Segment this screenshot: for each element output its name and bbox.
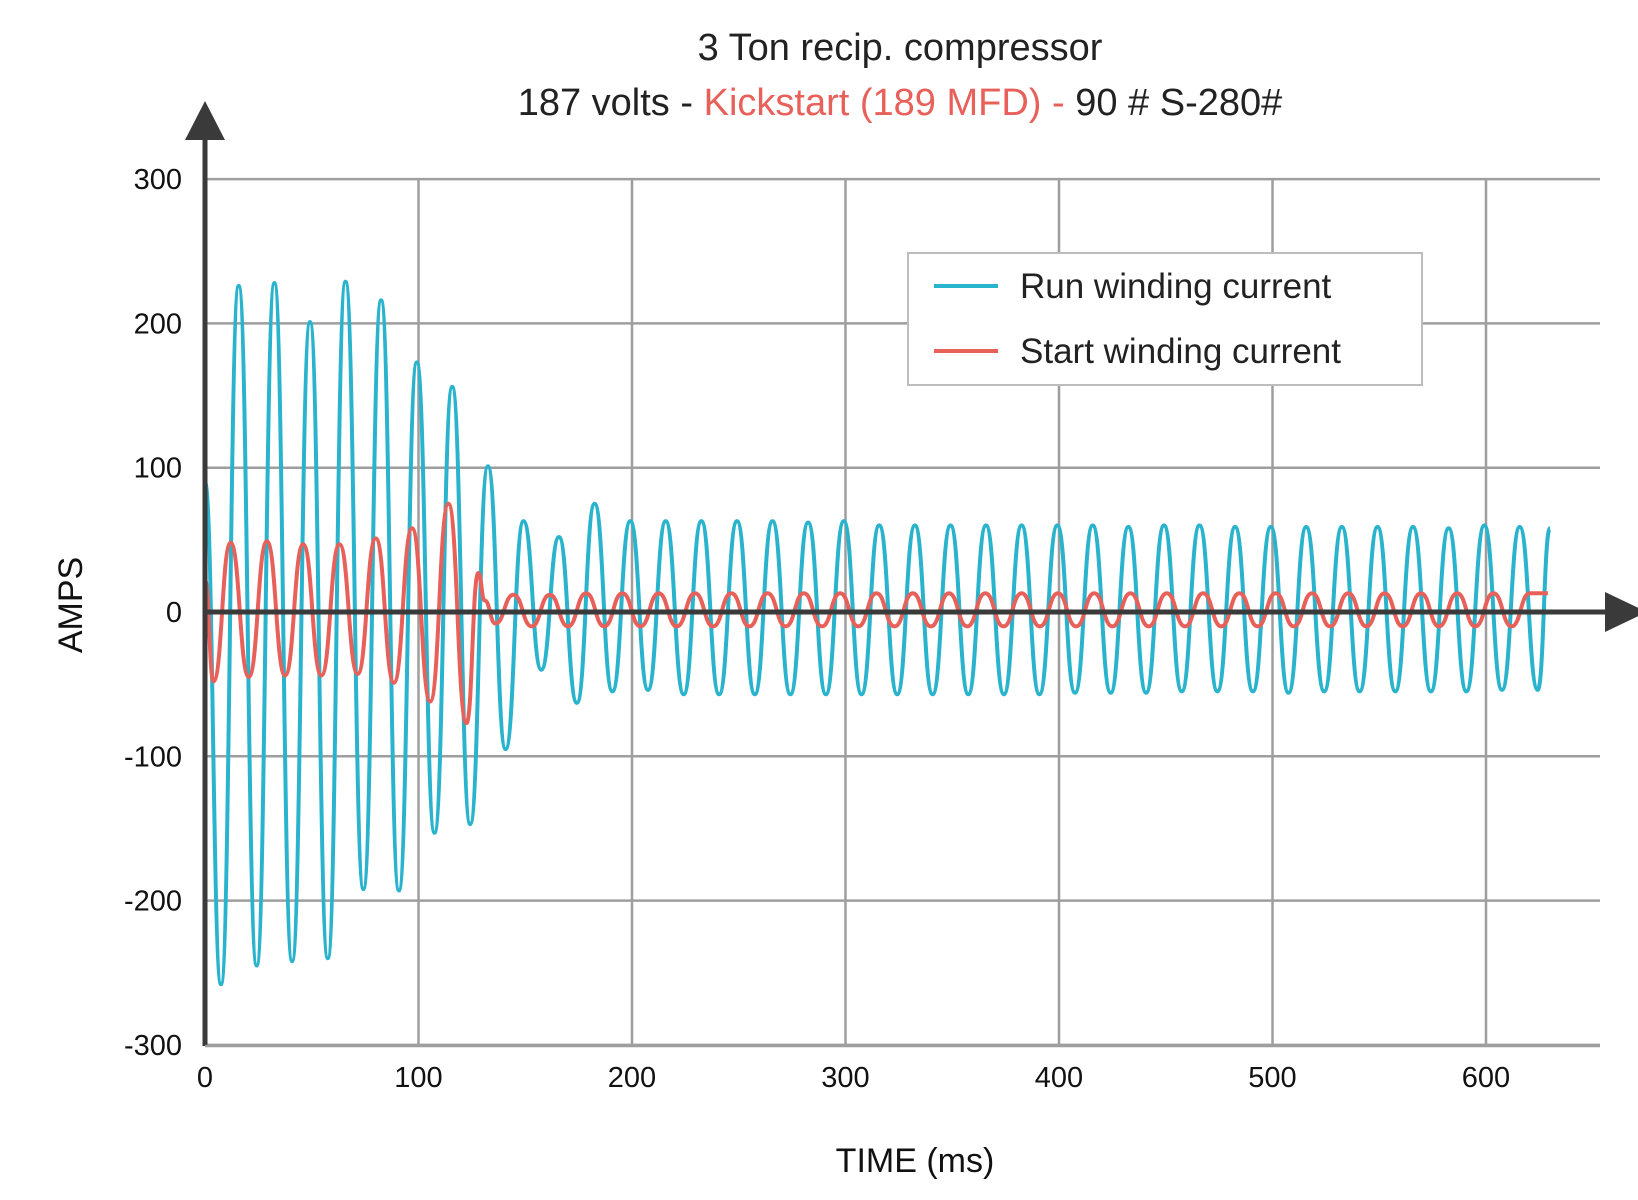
x-tick-label: 200 [608, 1062, 656, 1094]
chart-subtitle: 187 volts - Kickstart (189 MFD) - 90 # S… [518, 82, 1283, 124]
x-tick-label: 600 [1462, 1062, 1510, 1094]
legend: Run winding current Start winding curren… [907, 252, 1423, 386]
x-tick-label: 100 [394, 1062, 442, 1094]
y-tick-label: -300 [124, 1030, 182, 1062]
x-tick-label: 500 [1248, 1062, 1296, 1094]
x-tick-label: 0 [197, 1062, 213, 1094]
y-tick-label: -100 [124, 741, 182, 773]
y-tick-label: -200 [124, 886, 182, 918]
y-tick-label: 100 [134, 453, 182, 485]
subtitle-pressure: 90 # S-280# [1075, 82, 1282, 124]
x-axis-label: TIME (ms) [836, 1142, 995, 1180]
y-tick-label: 200 [134, 308, 182, 340]
legend-label-run: Run winding current [1020, 267, 1332, 306]
y-tick-label: 0 [166, 597, 182, 629]
chart-title: 3 Ton recip. compressor [698, 27, 1103, 69]
subtitle-voltage: 187 volts - [518, 82, 704, 124]
tick-labels: 300 200 100 0 -100 -200 -300 0 100 200 300 400 500 60… [124, 164, 1510, 1094]
x-tick-label: 400 [1035, 1062, 1083, 1094]
axes [185, 101, 1638, 1048]
legend-box [907, 252, 1423, 386]
y-tick-label: 300 [134, 164, 182, 196]
series-start-winding-line [203, 501, 1548, 726]
x-tick-label: 300 [821, 1062, 869, 1094]
y-axis-label: AMPS [52, 557, 90, 653]
series-run-winding-line [203, 279, 1552, 987]
x-axis-arrow-icon [1605, 592, 1638, 632]
subtitle-kickstart: Kickstart (189 MFD) - [704, 82, 1076, 124]
series-group [203, 279, 1552, 987]
legend-label-start: Start winding current [1020, 332, 1341, 371]
y-axis-arrow-icon [185, 101, 225, 140]
